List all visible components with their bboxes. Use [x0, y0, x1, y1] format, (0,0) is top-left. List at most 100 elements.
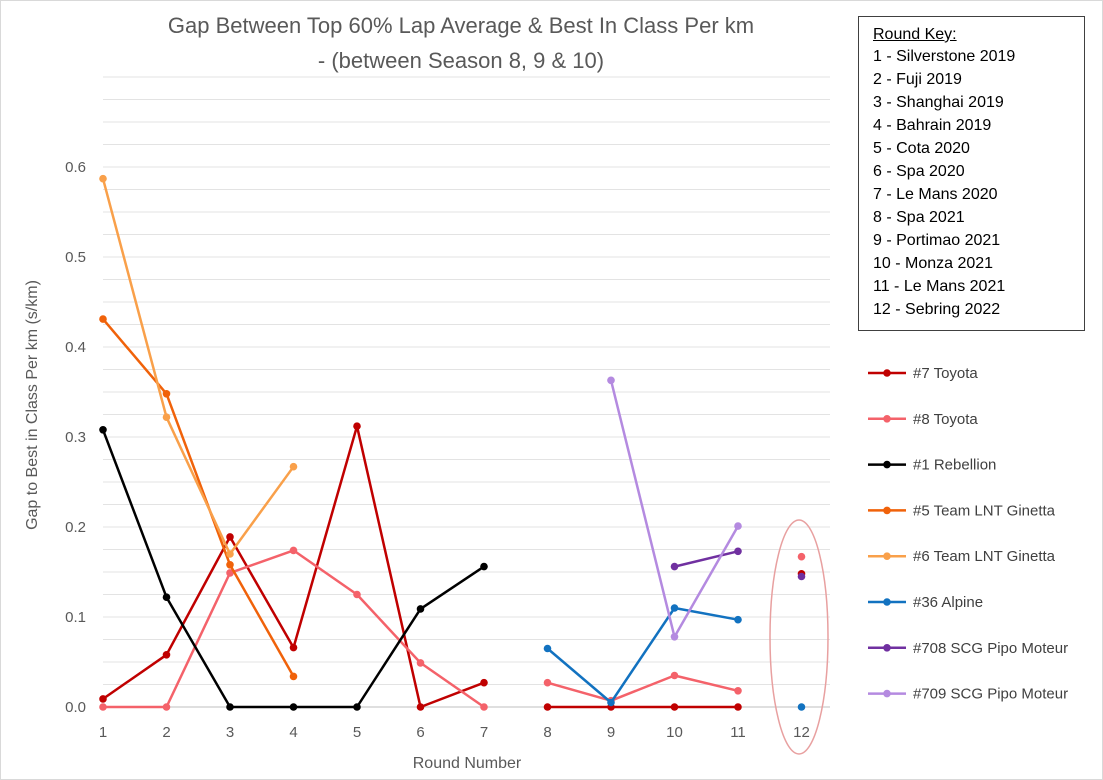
x-tick-label: 11: [730, 724, 746, 741]
legend-label: #1 Rebellion: [913, 457, 996, 474]
x-tick-labels: 1 2 3 4 5 6 7 8 9 10 11 12: [99, 724, 810, 741]
series-line: [547, 674, 739, 702]
y-tick-label: 0.2: [65, 519, 86, 536]
y-tick-label: 0.3: [65, 429, 86, 446]
data-point: [734, 703, 742, 711]
data-point: [734, 547, 742, 556]
data-point: [162, 593, 171, 601]
y-tick-labels: 0.0 0.1 0.2 0.3 0.4 0.5 0.6: [65, 159, 86, 716]
legend-item: #36 Alpine: [868, 594, 983, 611]
data-point: [797, 572, 806, 581]
x-tick-label: 10: [666, 724, 683, 741]
data-point: [416, 659, 425, 667]
series-line: [102, 318, 295, 678]
x-tick-label: 1: [99, 724, 107, 741]
series-line: [101, 178, 295, 556]
chart-title-line1: Gap Between Top 60% Lap Average & Best I…: [168, 13, 754, 38]
series-1: [99, 422, 806, 711]
legend-label: #8 Toyota: [913, 411, 978, 428]
data-point: [289, 672, 298, 681]
round-key-item: 8 - Spa 2021: [873, 209, 965, 226]
data-point: [289, 546, 298, 555]
data-point: [99, 426, 107, 434]
data-point: [480, 562, 488, 571]
round-key-item: 10 - Monza 2021: [873, 255, 994, 272]
legend-item: #1 Rebellion: [868, 457, 996, 474]
legend-item: #7 Toyota: [868, 365, 978, 382]
data-point: [353, 703, 361, 711]
x-tick-label: 9: [607, 724, 615, 741]
data-point: [607, 698, 615, 707]
data-point: [226, 569, 234, 577]
y-tick-label: 0.6: [65, 159, 86, 176]
series-group: [99, 174, 806, 711]
data-point: [99, 703, 107, 711]
round-key-item: 7 - Le Mans 2020: [873, 186, 998, 203]
data-point: [353, 590, 361, 599]
x-tick-label: 7: [480, 724, 488, 741]
x-tick-label: 6: [416, 724, 424, 741]
data-point: [289, 643, 298, 652]
round-key-item: 6 - Spa 2020: [873, 163, 965, 180]
series-4: [99, 315, 298, 681]
round-key-box: Round Key: 1 - Silverstone 2019 2 - Fuji…: [858, 16, 1085, 331]
round-key-item: 9 - Portimao 2021: [873, 232, 1001, 249]
x-tick-label: 8: [543, 724, 551, 741]
data-point: [353, 422, 361, 431]
data-point: [797, 703, 806, 711]
round-key-item: 4 - Bahrain 2019: [873, 117, 992, 134]
data-point: [99, 315, 107, 323]
data-point: [797, 552, 806, 561]
series-3: [99, 426, 488, 711]
y-tick-label: 0.1: [65, 609, 86, 626]
y-tick-label: 0.4: [65, 339, 86, 356]
round-12-highlight-ellipse: [769, 519, 829, 755]
data-point: [543, 644, 552, 653]
legend-swatch-marker: [883, 598, 891, 606]
legend-swatch-marker: [883, 415, 891, 423]
series-6: [543, 604, 806, 711]
x-tick-label: 12: [793, 724, 810, 741]
round-key-item: 1 - Silverstone 2019: [873, 48, 1016, 65]
round-key-item: 3 - Shanghai 2019: [873, 94, 1004, 111]
data-point: [226, 703, 234, 711]
series-line: [546, 606, 739, 704]
series-line: [674, 550, 739, 568]
data-point: [734, 687, 742, 695]
data-point: [162, 703, 171, 711]
legend-item: #709 SCG Pipo Moteur: [868, 686, 1068, 703]
data-point: [480, 678, 488, 687]
data-point: [734, 522, 742, 530]
data-point: [670, 562, 679, 571]
x-tick-label: 4: [289, 724, 297, 741]
legend-label: #6 Team LNT Ginetta: [913, 548, 1056, 565]
legend: #7 Toyota #8 Toyota #1 Rebellion #5 Team LN…: [868, 365, 1068, 703]
legend-item: #6 Team LNT Ginetta: [868, 548, 1056, 565]
data-point: [670, 604, 679, 612]
legend-label: #708 SCG Pipo Moteur: [913, 640, 1068, 657]
data-point: [416, 703, 425, 711]
round-key-item: 5 - Cota 2020: [873, 140, 970, 157]
legend-item: #8 Toyota: [868, 411, 978, 428]
legend-item: #708 SCG Pipo Moteur: [868, 640, 1068, 657]
legend-swatch-marker: [883, 552, 891, 560]
series-2: [99, 546, 806, 711]
legend-swatch-marker: [883, 644, 891, 652]
data-point: [480, 703, 488, 711]
data-point: [670, 703, 679, 711]
series-8: [607, 376, 742, 641]
series-line: [101, 429, 485, 709]
legend-label: #36 Alpine: [913, 594, 983, 611]
data-point: [289, 462, 298, 471]
series-line: [103, 549, 485, 709]
data-point: [416, 605, 425, 613]
series-7: [670, 547, 806, 581]
data-point: [99, 174, 107, 183]
round-key-item: 11 - Le Mans 2021: [873, 278, 1006, 295]
round-key-heading: Round Key:: [873, 26, 957, 43]
x-tick-label: 2: [162, 724, 170, 741]
data-point: [670, 671, 679, 680]
x-axis-label: Round Number: [413, 755, 522, 772]
legend-item: #5 Team LNT Ginetta: [868, 502, 1056, 519]
data-point: [162, 413, 171, 422]
